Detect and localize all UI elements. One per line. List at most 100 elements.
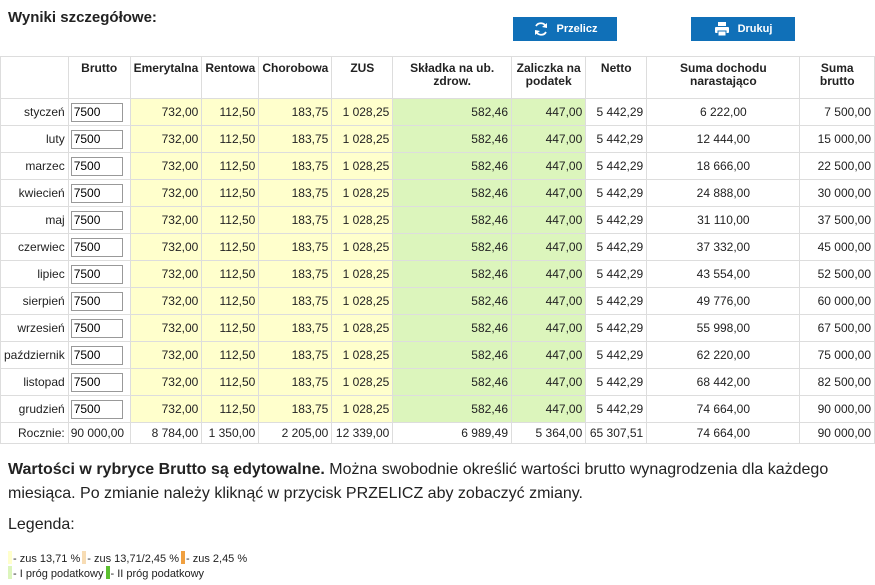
cell: 183,75	[258, 260, 333, 288]
cell: 447,00	[510, 368, 587, 396]
cell: 1 028,25	[331, 125, 394, 153]
total-cell: 90 000,00	[67, 422, 131, 444]
total-cell: 2 205,00	[258, 422, 333, 444]
legend-label: - II próg podatkowy	[110, 568, 205, 580]
cell: 183,75	[258, 152, 333, 180]
cell	[67, 152, 131, 180]
brutto-input[interactable]	[70, 102, 123, 122]
cell: 5 442,29	[585, 179, 648, 207]
cell: 582,46	[392, 233, 512, 261]
cell: 732,00	[129, 152, 203, 180]
brutto-input[interactable]	[70, 129, 123, 149]
month-cell: sierpień	[0, 287, 69, 315]
total-cell: Rocznie:	[0, 422, 69, 444]
cell: 37 500,00	[799, 206, 875, 234]
cell: 112,50	[201, 179, 260, 207]
cell: 732,00	[129, 125, 203, 153]
cell: 1 028,25	[331, 395, 394, 423]
legend-label: - zus 13,71 %	[13, 553, 81, 565]
cell: 732,00	[129, 395, 203, 423]
cell: 732,00	[129, 260, 203, 288]
month-cell: październik	[0, 341, 69, 369]
total-cell: 74 664,00	[646, 422, 801, 444]
legend-title: Legenda:	[8, 516, 75, 533]
cell: 1 028,25	[331, 314, 394, 342]
print-icon	[714, 22, 729, 37]
cell: 183,75	[258, 341, 333, 369]
brutto-input[interactable]	[70, 183, 123, 203]
cell	[67, 314, 131, 342]
cell: 183,75	[258, 179, 333, 207]
cell: 582,46	[392, 125, 512, 153]
cell: 6 222,00	[646, 98, 801, 126]
cell	[67, 206, 131, 234]
cell	[67, 179, 131, 207]
month-cell: luty	[0, 125, 69, 153]
cell: 447,00	[510, 98, 587, 126]
brutto-input[interactable]	[70, 372, 123, 392]
cell: 112,50	[201, 125, 260, 153]
brutto-input[interactable]	[70, 264, 123, 284]
legend-item: - zus 2,45 %	[181, 551, 247, 566]
cell: 12 444,00	[646, 125, 801, 153]
cell: 1 028,25	[331, 341, 394, 369]
cell	[67, 341, 131, 369]
cell: 582,46	[392, 179, 512, 207]
brutto-input[interactable]	[70, 345, 123, 365]
cell: 183,75	[258, 368, 333, 396]
brutto-input[interactable]	[70, 318, 123, 338]
cell: 582,46	[392, 395, 512, 423]
cell: 183,75	[258, 314, 333, 342]
cell: 60 000,00	[799, 287, 875, 315]
cell: 112,50	[201, 260, 260, 288]
legend-swatch	[181, 551, 185, 564]
print-button[interactable]: Drukuj	[691, 17, 795, 41]
month-cell: czerwiec	[0, 233, 69, 261]
column-header: Brutto	[67, 56, 131, 99]
column-header: Rentowa	[201, 56, 260, 99]
cell: 5 442,29	[585, 233, 648, 261]
brutto-input[interactable]	[70, 399, 123, 419]
recalculate-button[interactable]: Przelicz	[513, 17, 617, 41]
brutto-input[interactable]	[70, 291, 123, 311]
cell: 1 028,25	[331, 206, 394, 234]
cell: 49 776,00	[646, 287, 801, 315]
note: Wartości w rybrycе Brutto są edytowalne.…	[8, 458, 848, 506]
legend-swatch	[105, 566, 110, 579]
cell: 112,50	[201, 314, 260, 342]
cell	[67, 98, 131, 126]
cell: 68 442,00	[646, 368, 801, 396]
cell: 183,75	[258, 233, 333, 261]
brutto-input[interactable]	[70, 210, 123, 230]
note-bold: Wartości w rybrycе Brutto są edytowalne.	[8, 461, 325, 478]
cell: 1 028,25	[331, 98, 394, 126]
cell: 447,00	[510, 314, 587, 342]
cell: 447,00	[510, 233, 587, 261]
legend-swatch	[8, 566, 12, 579]
cell: 447,00	[510, 395, 587, 423]
cell: 1 028,25	[331, 179, 394, 207]
legend-item: - I próg podatkowy	[8, 566, 104, 581]
total-row: Rocznie: 90 000,00 8 784,00 1 350,00 2 205,0…	[0, 422, 875, 444]
cell: 447,00	[510, 179, 587, 207]
cell: 5 442,29	[585, 260, 648, 288]
cell: 52 500,00	[799, 260, 875, 288]
column-header: Suma dochodu narastająco	[646, 56, 801, 99]
cell: 582,46	[392, 206, 512, 234]
column-header: Suma brutto	[799, 56, 875, 99]
month-cell: maj	[0, 206, 69, 234]
cell	[67, 125, 131, 153]
brutto-input[interactable]	[70, 156, 123, 176]
month-cell: grudzień	[0, 395, 69, 423]
month-cell: marzec	[0, 152, 69, 180]
brutto-input[interactable]	[70, 237, 123, 257]
cell: 112,50	[201, 287, 260, 315]
header-row: Brutto Emerytalna Rentowa Chorobowa ZUS Skład…	[0, 56, 875, 99]
cell: 5 442,29	[585, 125, 648, 153]
